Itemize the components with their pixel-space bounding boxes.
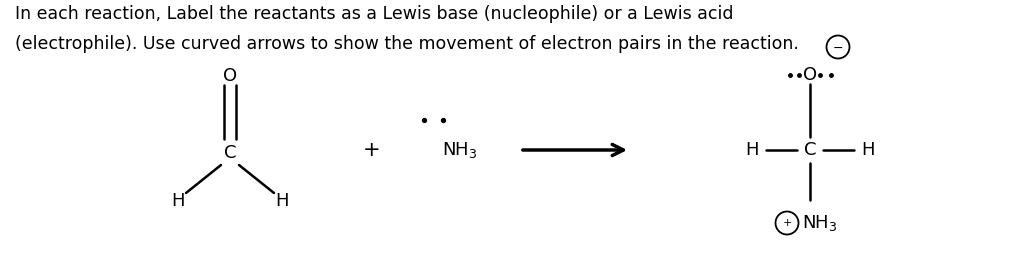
Text: O: O [223,67,237,85]
Text: H: H [275,192,288,210]
Text: +: + [363,140,381,160]
Text: −: − [833,42,844,54]
Text: O: O [803,66,817,84]
Text: NH$_3$: NH$_3$ [442,140,478,160]
Text: H: H [171,192,184,210]
Text: +: + [783,218,792,228]
Text: H: H [861,141,874,159]
Text: In each reaction, Label the reactants as a Lewis base (nucleophile) or a Lewis a: In each reaction, Label the reactants as… [15,5,734,23]
Text: (electrophile). Use curved arrows to show the movement of electron pairs in the : (electrophile). Use curved arrows to sho… [15,35,799,53]
Text: H: H [745,141,759,159]
Text: C: C [224,144,236,162]
Text: C: C [804,141,816,159]
Text: NH$_3$: NH$_3$ [802,213,838,233]
